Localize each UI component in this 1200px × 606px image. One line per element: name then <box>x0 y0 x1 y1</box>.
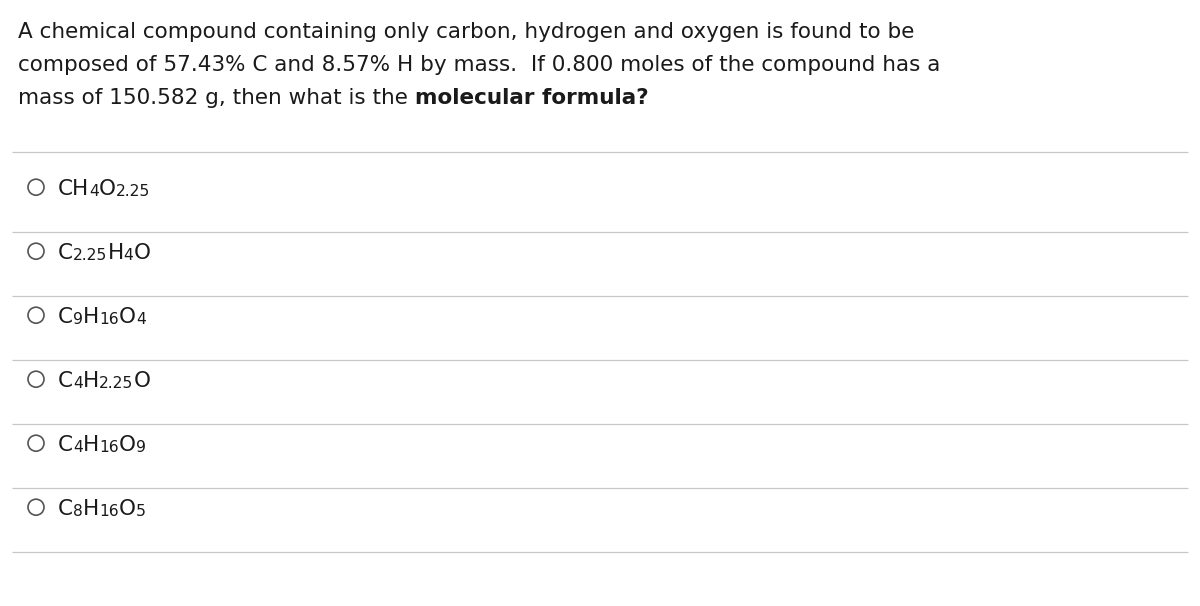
Text: 5: 5 <box>136 504 145 519</box>
Text: 16: 16 <box>100 441 119 456</box>
Text: O: O <box>119 307 136 327</box>
Text: 2.25: 2.25 <box>73 248 107 264</box>
Text: O: O <box>133 371 150 391</box>
Text: C: C <box>58 436 73 456</box>
Text: A chemical compound containing only carbon, hydrogen and oxygen is found to be: A chemical compound containing only carb… <box>18 22 914 42</box>
Text: 16: 16 <box>100 313 119 327</box>
Text: 8: 8 <box>73 504 83 519</box>
Text: C: C <box>58 307 73 327</box>
Text: 9: 9 <box>136 441 145 456</box>
Text: O: O <box>100 179 116 199</box>
Text: H: H <box>83 371 100 391</box>
Text: 4: 4 <box>73 441 83 456</box>
Text: CH: CH <box>58 179 89 199</box>
Text: composed of 57.43% C and 8.57% H by mass.  If 0.800 moles of the compound has a: composed of 57.43% C and 8.57% H by mass… <box>18 55 941 75</box>
Text: H: H <box>107 244 124 264</box>
Text: O: O <box>119 436 136 456</box>
Text: C: C <box>58 371 73 391</box>
Text: mass of 150.582 g, then what is the: mass of 150.582 g, then what is the <box>18 88 415 108</box>
Text: H: H <box>83 436 100 456</box>
Text: O: O <box>119 499 136 519</box>
Text: O: O <box>133 244 150 264</box>
Text: 2.25: 2.25 <box>100 376 133 391</box>
Text: 2.25: 2.25 <box>116 184 150 199</box>
Text: C: C <box>58 244 73 264</box>
Text: H: H <box>83 307 100 327</box>
Text: 9: 9 <box>73 313 83 327</box>
Text: C: C <box>58 499 73 519</box>
Text: 4: 4 <box>136 313 145 327</box>
Text: 4: 4 <box>89 184 100 199</box>
Text: 4: 4 <box>73 376 83 391</box>
Text: H: H <box>83 499 98 519</box>
Text: 4: 4 <box>124 248 133 264</box>
Text: molecular formula?: molecular formula? <box>415 88 648 108</box>
Text: 16: 16 <box>98 504 119 519</box>
